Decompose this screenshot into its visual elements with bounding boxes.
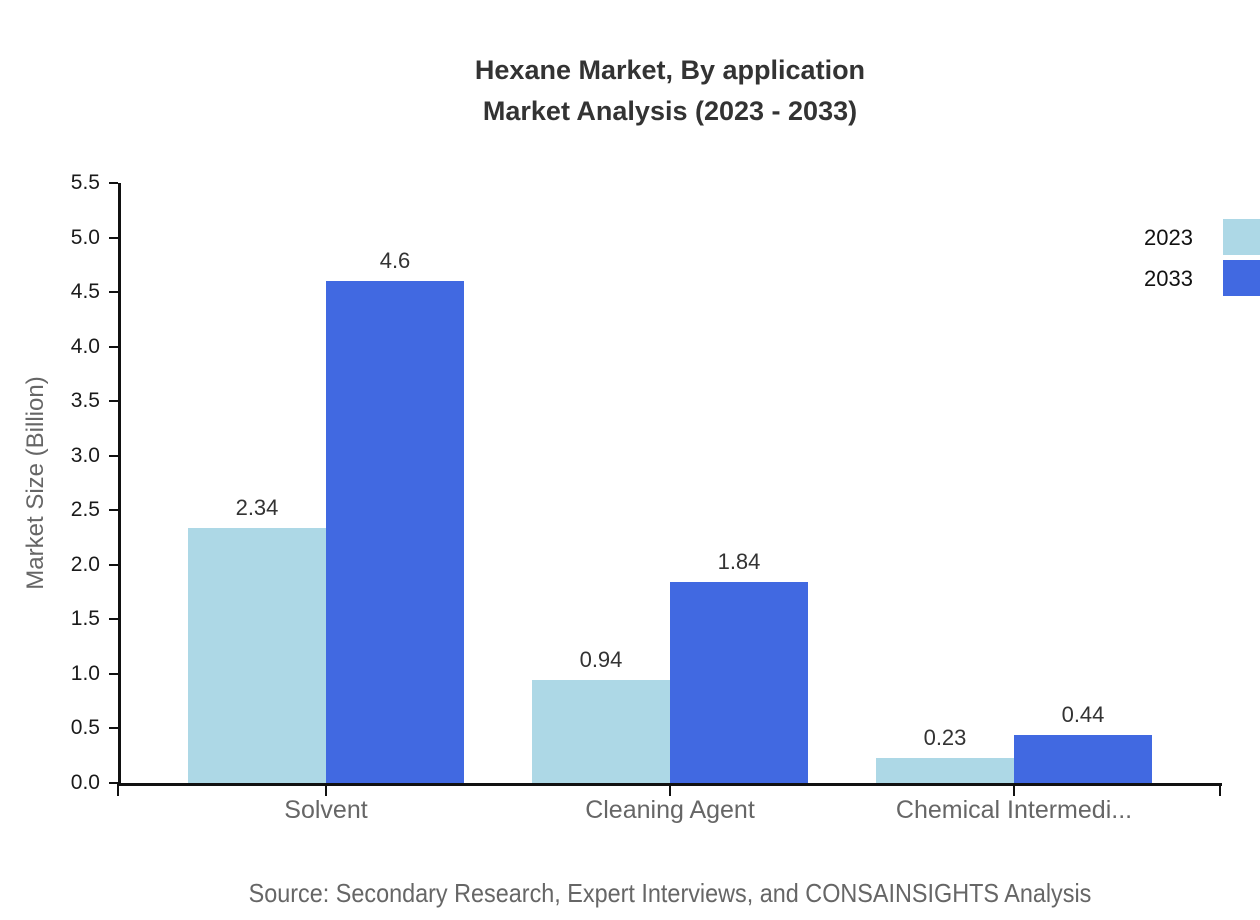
bar-2023-chemical-intermedi xyxy=(876,758,1014,783)
y-tick xyxy=(109,182,118,184)
legend-label-2023: 2023 xyxy=(1144,225,1193,250)
y-tick xyxy=(109,509,118,512)
y-tick-label: 5.5 xyxy=(70,171,100,194)
legend-swatch-2033 xyxy=(1223,260,1260,296)
chart-title-line2: Market Analysis (2023 - 2033) xyxy=(482,96,858,126)
x-axis-end-tick xyxy=(117,783,119,796)
plot-area: 0.0 0.5 1.0 1.5 2.0 2.5 3.0 3.5 4.0 4.5 5.0 5.5 2.34… xyxy=(71,171,1222,824)
y-tick-label: 3.0 xyxy=(70,443,100,467)
x-tick-cleaning-agent xyxy=(669,783,671,796)
value-label-2033-solvent: 4.6 xyxy=(379,248,411,273)
y-tick xyxy=(109,672,118,675)
y-tick xyxy=(109,782,118,784)
chart-title: Hexane Market, By application Market Ana… xyxy=(80,50,1260,132)
y-tick xyxy=(109,454,118,457)
bar-2033-solvent xyxy=(326,281,464,783)
legend-swatch-2023 xyxy=(1223,219,1260,255)
x-tick-chemical-intermedi xyxy=(1013,783,1015,796)
y-tick-label: 5.0 xyxy=(70,225,100,249)
y-tick xyxy=(109,291,118,294)
y-tick xyxy=(109,400,118,403)
x-tick-solvent xyxy=(325,783,327,796)
value-label-2023-cleaning-agent: 0.94 xyxy=(579,647,623,672)
y-tick-label: 2.5 xyxy=(70,498,100,522)
y-tick-label: 0.0 xyxy=(70,771,100,794)
value-label-2023-solvent: 2.34 xyxy=(235,495,279,520)
bar-2033-cleaning-agent xyxy=(670,582,808,783)
y-tick xyxy=(109,618,118,621)
y-tick xyxy=(109,727,118,730)
bar-2023-cleaning-agent xyxy=(532,680,670,783)
y-tick-label: 3.5 xyxy=(70,389,100,413)
y-tick-label: 0.5 xyxy=(70,716,100,740)
value-label-2033-cleaning-agent: 1.84 xyxy=(717,549,761,574)
legend-label-2033: 2033 xyxy=(1144,266,1193,291)
bar-2033-chemical-intermedi xyxy=(1014,735,1152,783)
source-attribution: Source: Secondary Research, Expert Inter… xyxy=(248,878,1092,908)
category-label-cleaning-agent: Cleaning Agent xyxy=(585,796,755,824)
value-label-2033-chemical-intermedi: 0.44 xyxy=(1061,702,1105,727)
y-tick xyxy=(109,345,118,348)
category-label-solvent: Solvent xyxy=(284,796,368,824)
y-axis-line xyxy=(118,183,121,786)
category-label-chemical-intermedi: Chemical Intermedi... xyxy=(895,796,1133,824)
y-tick-label: 4.0 xyxy=(70,334,100,358)
y-tick-label: 1.5 xyxy=(70,607,100,631)
y-tick-label: 1.0 xyxy=(70,661,100,685)
y-tick-label: 2.0 xyxy=(70,552,100,576)
y-tick xyxy=(109,236,118,239)
bar-2023-solvent xyxy=(188,528,326,783)
y-tick xyxy=(109,563,118,566)
x-axis-end-tick xyxy=(1219,783,1221,796)
chart-title-line1: Hexane Market, By application xyxy=(474,55,866,85)
value-label-2023-chemical-intermedi: 0.23 xyxy=(923,725,967,750)
y-tick-label: 4.5 xyxy=(70,280,100,304)
